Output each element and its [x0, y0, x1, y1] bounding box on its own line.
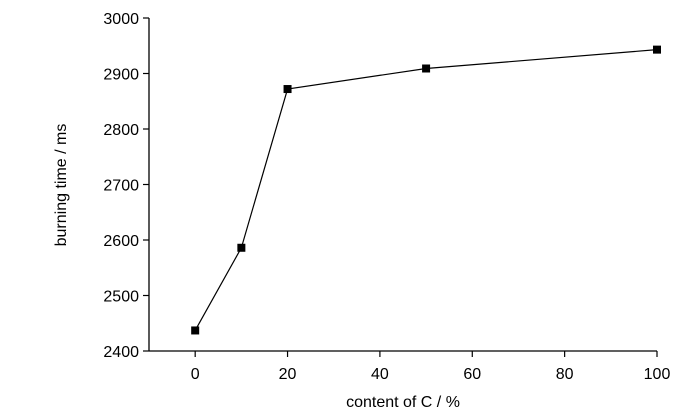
x-axis-ticks: 0 20 40 60 80 100 — [191, 351, 671, 383]
x-tick-label: 40 — [371, 366, 389, 383]
x-tick-label: 20 — [279, 366, 297, 383]
data-point-marker — [237, 243, 246, 252]
data-point-marker — [653, 45, 661, 54]
x-tick-label: 60 — [463, 366, 481, 383]
y-tick-label: 2800 — [103, 122, 139, 139]
x-tick-label: 80 — [556, 366, 574, 383]
x-tick-label: 0 — [191, 366, 200, 383]
y-tick-label: 3000 — [103, 11, 139, 28]
data-point-marker — [191, 326, 200, 335]
y-tick-label: 2400 — [103, 344, 139, 361]
y-tick-label: 2900 — [103, 67, 139, 84]
y-tick-label: 2600 — [103, 233, 139, 250]
y-axis-ticks: 2400 2500 2600 2700 2800 2900 3000 — [103, 11, 149, 361]
series-line — [194, 49, 658, 331]
y-tick-label: 2700 — [103, 178, 139, 195]
data-point-marker — [283, 85, 292, 94]
data-point-marker — [422, 64, 431, 73]
axes — [148, 18, 657, 352]
y-axis-title: burning time / ms — [53, 124, 70, 247]
x-axis-title: content of C / % — [346, 394, 460, 411]
x-tick-label: 100 — [644, 366, 671, 383]
y-tick-label: 2500 — [103, 289, 139, 306]
series — [191, 45, 661, 335]
